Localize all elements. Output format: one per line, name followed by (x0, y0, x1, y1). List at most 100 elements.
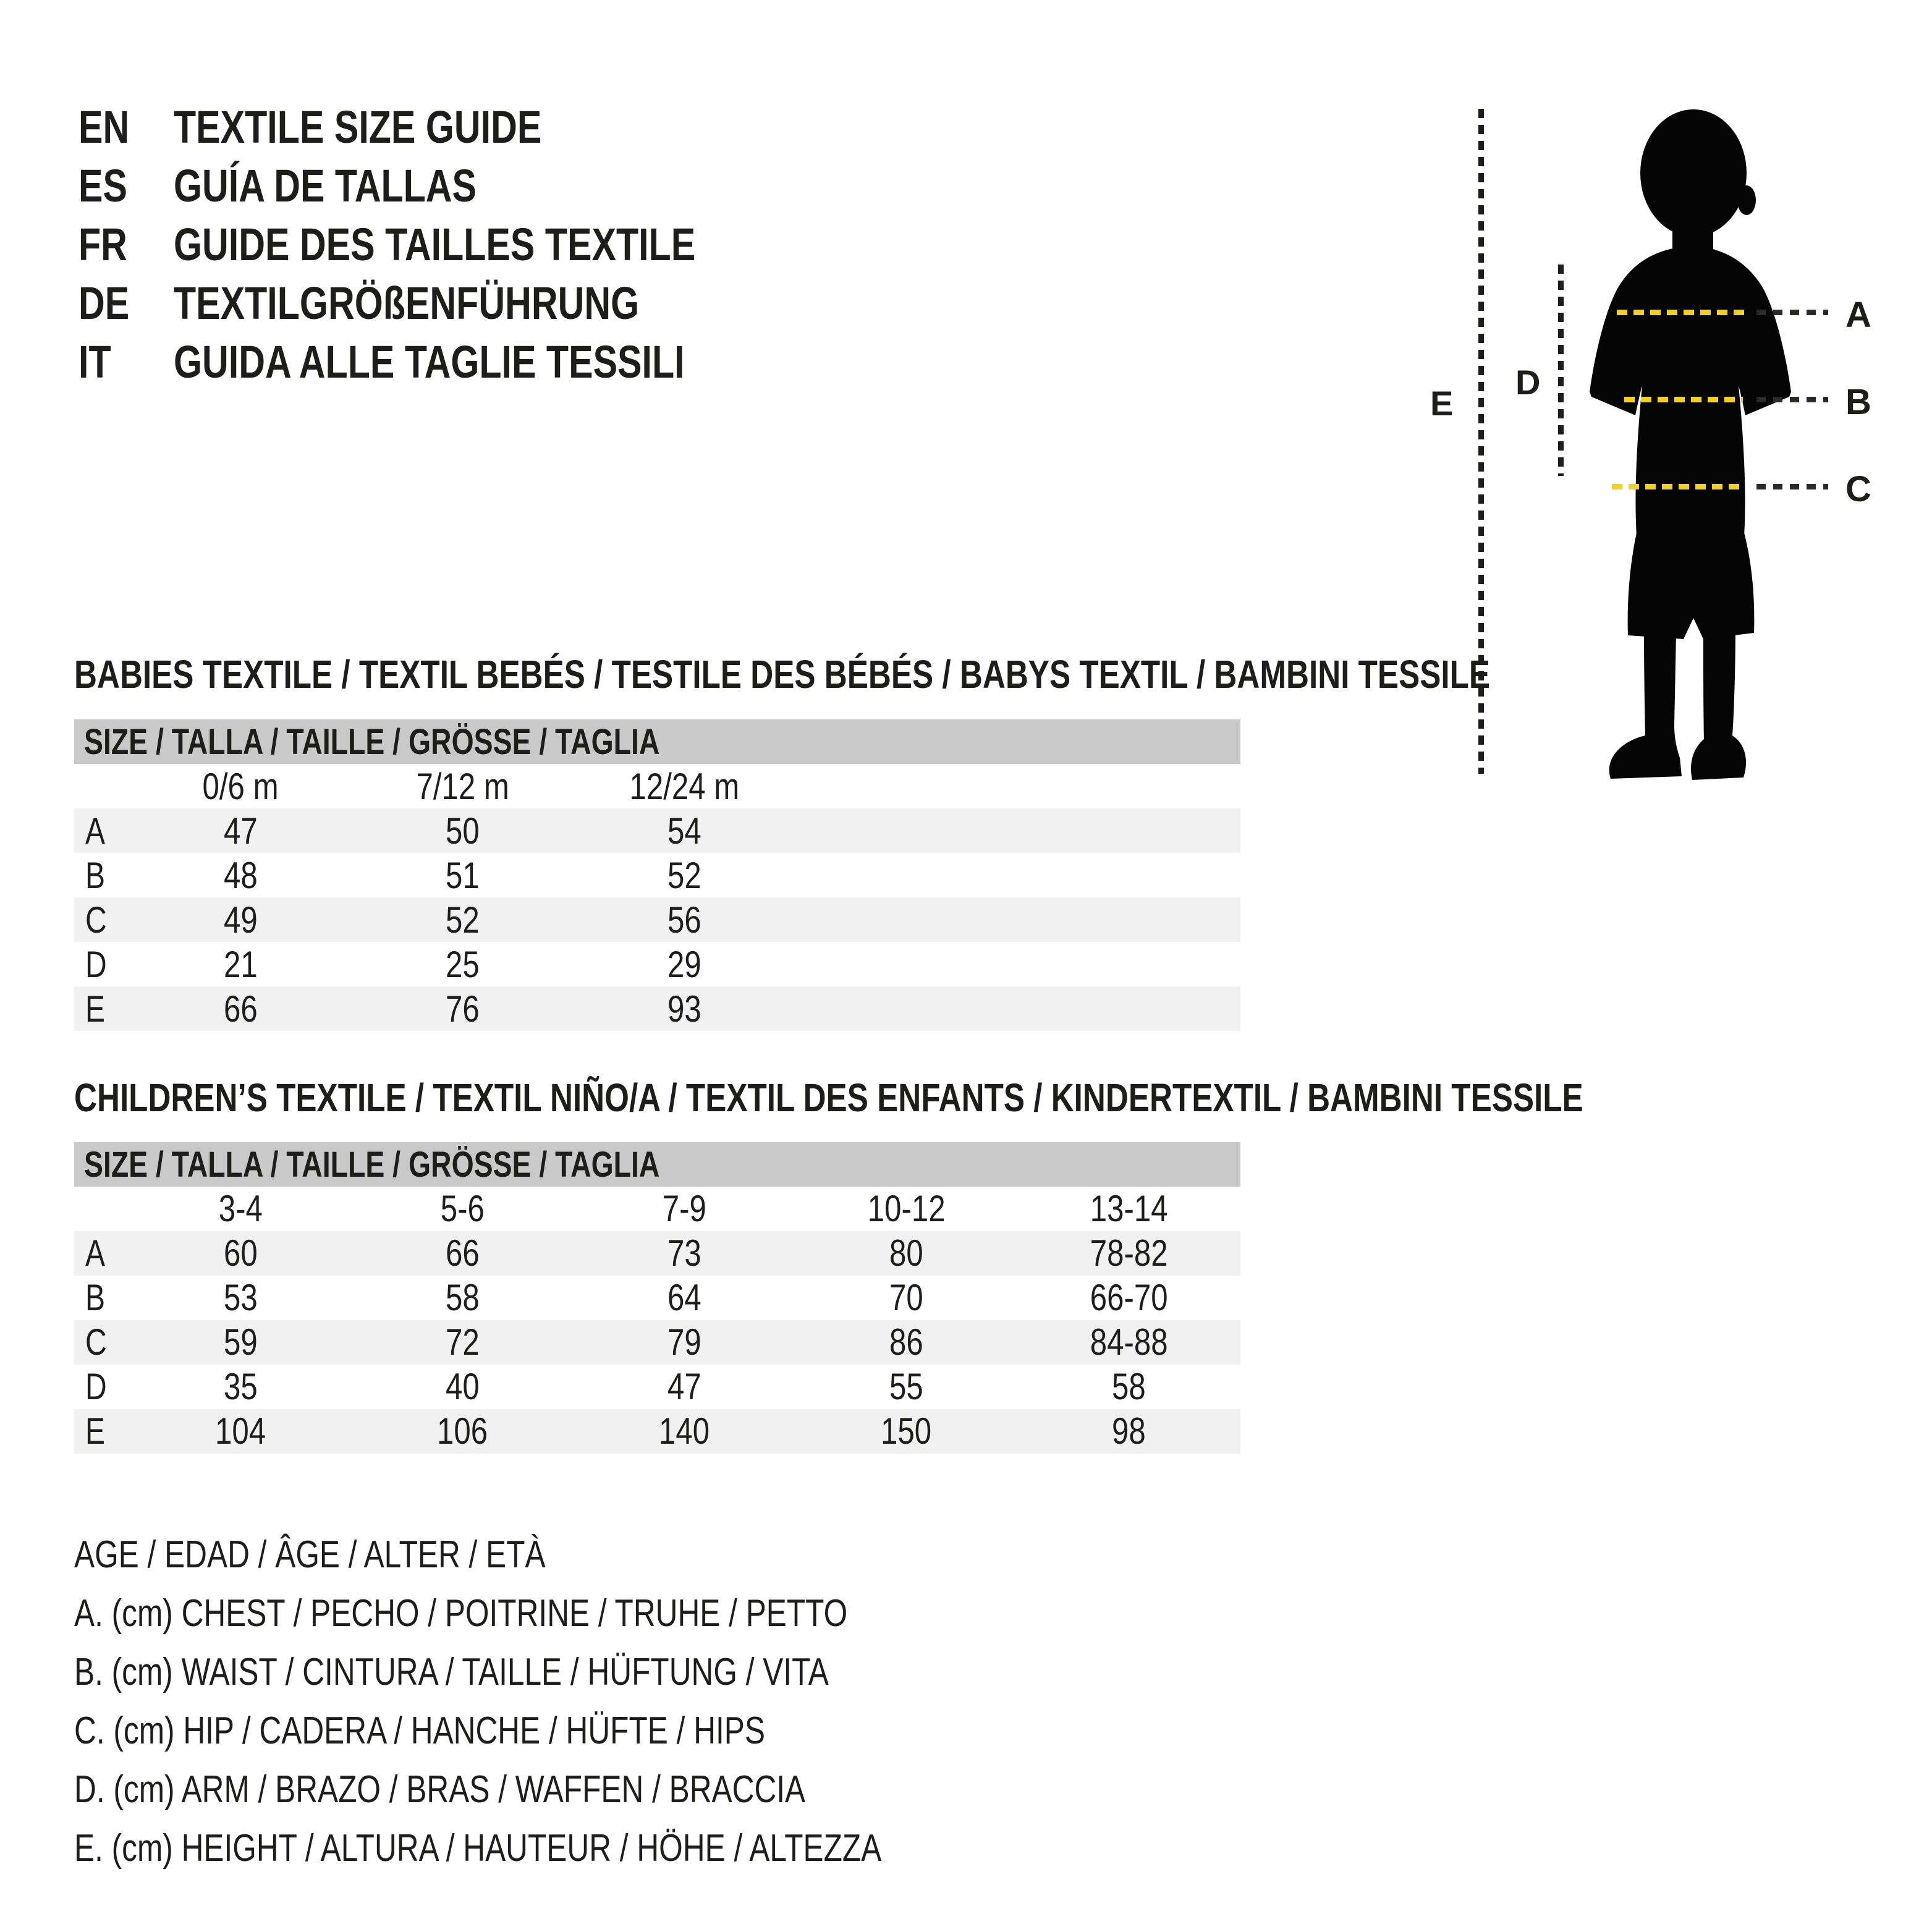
table-row: C 59 72 79 86 84-88 (74, 1320, 1240, 1365)
cell: 52 (667, 854, 701, 896)
chest-measure-line-extension (1756, 310, 1828, 315)
legend-line-hip: C. (cm) HIP / CADERA / HANCHE / HÜFTE / … (74, 1710, 765, 1752)
cell: 104 (215, 1410, 266, 1452)
figure-label-arm: D (1515, 363, 1541, 402)
language-row: EN TEXTILE SIZE GUIDE (78, 98, 826, 156)
cell: 66 (224, 988, 258, 1030)
figure-label-waist: B (1845, 382, 1871, 422)
cell: 52 (446, 899, 480, 941)
figure-label-height: E (1430, 384, 1454, 423)
language-title: GUIDA ALLE TAGLIE TESSILI (174, 336, 685, 388)
language-code: FR (78, 219, 127, 270)
children-section-title: CHILDREN’S TEXTILE / TEXTIL NIÑO/A / TEX… (74, 1075, 1932, 1121)
height-measure-line (1478, 109, 1484, 774)
cell: 35 (224, 1365, 258, 1407)
cell: 76 (446, 988, 480, 1030)
table-row: C 49 52 56 (74, 897, 1240, 942)
cell: 53 (224, 1276, 258, 1318)
row-label: B (85, 1276, 106, 1318)
language-title: GUIDE DES TAILLES TEXTILE (174, 219, 696, 270)
table-row: B 53 58 64 70 66-70 (74, 1276, 1240, 1320)
language-title: GUÍA DE TALLAS (174, 160, 477, 211)
children-column-header: 13-14 (1090, 1187, 1168, 1229)
legend-line-age: AGE / EDAD / ÂGE / ALTER / ETÀ (74, 1533, 546, 1576)
table-row: D 21 25 29 (74, 942, 1240, 986)
waist-measure-line (1624, 397, 1743, 402)
cell: 54 (667, 810, 701, 852)
cell: 140 (659, 1410, 710, 1452)
cell: 93 (667, 988, 701, 1030)
table-row: A 47 50 54 (74, 808, 1240, 853)
children-column-header: 3-4 (218, 1187, 263, 1229)
cell: 29 (667, 943, 701, 985)
cell: 48 (224, 854, 258, 896)
babies-section-title-text: BABIES TEXTILE / TEXTIL BEBÉS / TESTILE … (74, 652, 1491, 697)
row-label: C (85, 899, 107, 941)
table-row: E 104 106 140 150 98 (74, 1409, 1240, 1454)
cell: 56 (667, 899, 701, 941)
language-row: IT GUIDA ALLE TAGLIE TESSILI (78, 333, 826, 391)
cell: 73 (667, 1232, 701, 1274)
table-row: A 60 66 73 80 78-82 (74, 1231, 1240, 1276)
cell: 58 (1112, 1365, 1146, 1407)
language-code: IT (78, 336, 111, 388)
cell: 86 (889, 1321, 923, 1363)
row-label: A (85, 1232, 106, 1274)
language-code: ES (78, 160, 127, 211)
cell: 50 (446, 810, 480, 852)
row-label: E (85, 988, 106, 1030)
children-column-header: 5-6 (440, 1187, 485, 1229)
table-row: B 48 51 52 (74, 853, 1240, 897)
cell: 40 (446, 1365, 480, 1407)
children-column-header: 10-12 (867, 1187, 946, 1229)
measurement-figure: A B C D E (0, 0, 1932, 803)
cell: 47 (667, 1365, 701, 1407)
cell: 78-82 (1090, 1232, 1168, 1274)
children-section-title-text: CHILDREN’S TEXTILE / TEXTIL NIÑO/A / TEX… (74, 1075, 1583, 1120)
cell: 66-70 (1090, 1276, 1168, 1318)
children-column-header-row: 3-4 5-6 7-9 10-12 13-14 (74, 1187, 1240, 1231)
cell: 80 (889, 1232, 923, 1274)
legend-line-height: E. (cm) HEIGHT / ALTURA / HAUTEUR / HÖHE… (74, 1827, 882, 1870)
cell: 49 (224, 899, 258, 941)
hip-measure-line-extension (1756, 484, 1828, 489)
babies-column-header: 0/6 m (202, 765, 279, 807)
babies-column-header: 7/12 m (416, 765, 509, 807)
babies-size-header-bar: SIZE / TALLA / TAILLE / GRÖSSE / TAGLIA (74, 719, 1240, 764)
children-column-header: 7-9 (662, 1187, 707, 1229)
language-row: ES GUÍA DE TALLAS (78, 156, 826, 215)
cell: 84-88 (1090, 1321, 1168, 1363)
cell: 106 (437, 1410, 488, 1452)
children-size-header-text: SIZE / TALLA / TAILLE / GRÖSSE / TAGLIA (84, 1144, 660, 1185)
child-silhouette-icon (1590, 109, 1791, 780)
cell: 51 (446, 854, 480, 896)
cell: 59 (224, 1321, 258, 1363)
babies-size-header-text: SIZE / TALLA / TAILLE / GRÖSSE / TAGLIA (84, 721, 660, 762)
children-size-header-bar: SIZE / TALLA / TAILLE / GRÖSSE / TAGLIA (74, 1142, 1240, 1187)
babies-section-title: BABIES TEXTILE / TEXTIL BEBÉS / TESTILE … (74, 651, 1844, 697)
table-row: D 35 40 47 55 58 (74, 1365, 1240, 1409)
row-label: C (85, 1321, 107, 1363)
waist-measure-line-extension (1756, 397, 1828, 402)
legend-line-arm: D. (cm) ARM / BRAZO / BRAS / WAFFEN / BR… (74, 1768, 806, 1811)
cell: 66 (446, 1232, 480, 1274)
children-size-table: SIZE / TALLA / TAILLE / GRÖSSE / TAGLIA … (74, 1142, 1240, 1454)
legend-line-chest: A. (cm) CHEST / PECHO / POITRINE / TRUHE… (74, 1592, 848, 1635)
figure-label-hip: C (1845, 469, 1871, 509)
language-code: EN (78, 101, 130, 153)
cell: 72 (446, 1321, 480, 1363)
figure-label-chest: A (1845, 295, 1871, 335)
row-label: A (85, 810, 106, 852)
cell: 98 (1112, 1410, 1146, 1452)
babies-column-header: 12/24 m (629, 765, 740, 807)
language-row: DE TEXTILGRÖßENFÜHRUNG (78, 274, 826, 333)
cell: 64 (667, 1276, 701, 1318)
row-label: B (85, 854, 106, 896)
measurement-legend: AGE / EDAD / ÂGE / ALTER / ETÀ A. (cm) C… (74, 1525, 1083, 1878)
cell: 79 (667, 1321, 701, 1363)
row-label: D (85, 943, 107, 985)
cell: 150 (881, 1410, 932, 1452)
language-title-list: EN TEXTILE SIZE GUIDE ES GUÍA DE TALLAS … (78, 98, 826, 391)
cell: 55 (889, 1365, 923, 1407)
row-label: E (85, 1410, 106, 1452)
